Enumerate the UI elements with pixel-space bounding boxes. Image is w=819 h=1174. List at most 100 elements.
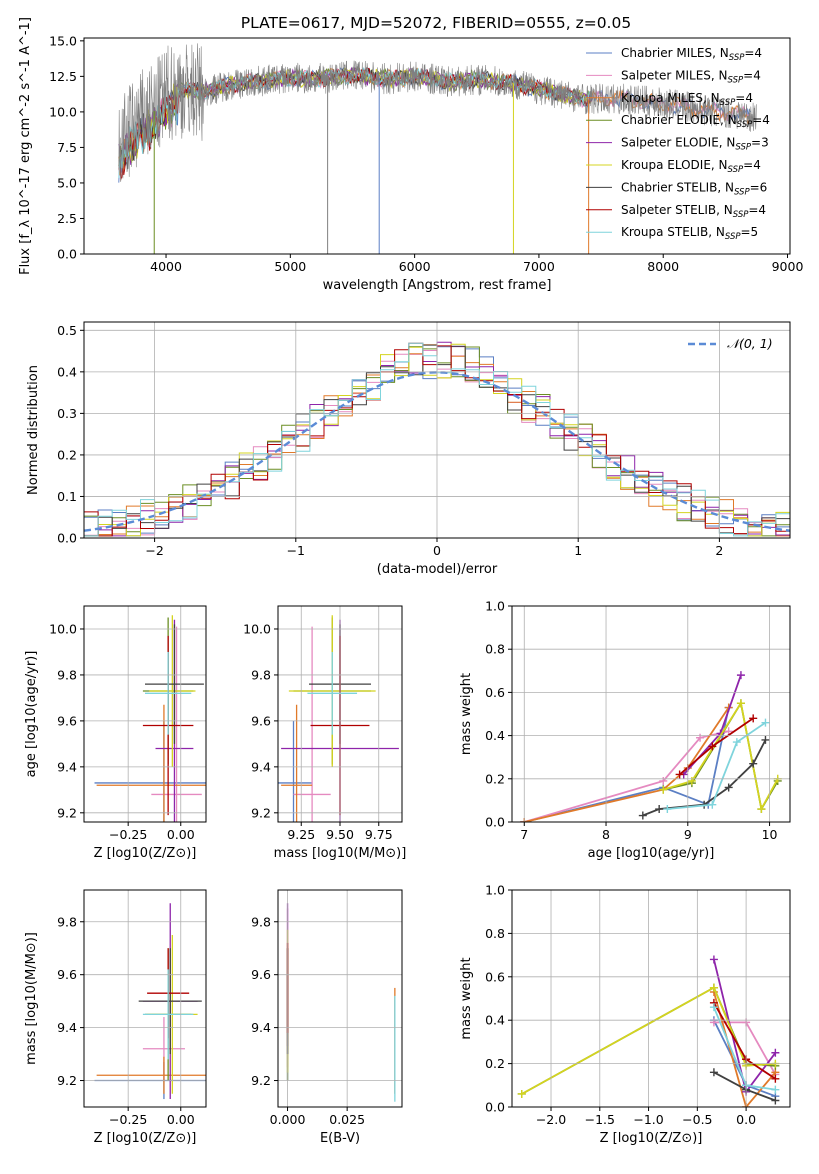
x-tick-label: −1 bbox=[287, 543, 305, 558]
observed-spectrum-line bbox=[118, 43, 757, 182]
data-point-marker bbox=[687, 776, 696, 785]
y-tick-label: 0.6 bbox=[485, 969, 505, 984]
y-tick-label: 0.4 bbox=[485, 728, 505, 743]
y-tick-label: 9.6 bbox=[251, 967, 271, 982]
axes-frame bbox=[83, 37, 791, 255]
data-point-marker bbox=[749, 759, 758, 768]
data-point-marker bbox=[659, 776, 668, 785]
data-point-marker bbox=[771, 1085, 780, 1094]
x-tick-label: 9.75 bbox=[365, 827, 393, 842]
legend-label: Chabrier STELIB, NSSP=6 bbox=[621, 180, 767, 197]
data-point-marker bbox=[736, 699, 745, 708]
mass-weight-line bbox=[713, 991, 777, 1107]
x-axis-label: Z [log10(Z/Z⊙)] bbox=[600, 1131, 703, 1146]
x-tick-label: 5000 bbox=[274, 259, 306, 274]
y-tick-label: 0.8 bbox=[485, 926, 505, 941]
x-tick-label: −0.25 bbox=[109, 827, 147, 842]
x-tick-label: 9 bbox=[684, 827, 692, 842]
y-tick-label: 10.0 bbox=[49, 621, 77, 636]
y-tick-label: 9.2 bbox=[251, 805, 271, 820]
data-point-marker bbox=[517, 1089, 526, 1098]
data-point-marker bbox=[761, 735, 770, 744]
y-tick-label: 10.0 bbox=[243, 621, 271, 636]
x-tick-label: 0.00 bbox=[167, 1112, 195, 1127]
x-tick-label: 8 bbox=[602, 827, 610, 842]
mass-weight-line bbox=[521, 986, 776, 1095]
y-tick-label: 9.8 bbox=[57, 667, 77, 682]
x-tick-label: 1 bbox=[574, 543, 582, 558]
panel-mass-vs-z: −0.25 0.00 9.2 9.4 9.6 9.8 Z [log10(Z/Z⊙)] mass… bbox=[24, 889, 207, 1146]
y-axis-label: mass weight bbox=[459, 957, 474, 1039]
x-tick-label: 0.0 bbox=[736, 1112, 756, 1127]
x-tick-label: −2.0 bbox=[536, 1112, 566, 1127]
x-tick-label: 9.25 bbox=[287, 827, 315, 842]
data-point-marker bbox=[771, 1048, 780, 1057]
y-tick-label: 5.0 bbox=[57, 175, 77, 190]
y-tick-label: 15.0 bbox=[49, 33, 77, 48]
y-tick-label: 0.6 bbox=[485, 685, 505, 700]
x-axis-label: E(B-V) bbox=[320, 1131, 360, 1146]
y-tick-label: 9.8 bbox=[57, 914, 77, 929]
legend: Chabrier MILES, NSSP=4 Salpeter MILES, NS… bbox=[586, 46, 770, 242]
y-tick-label: 0.1 bbox=[57, 489, 77, 504]
plot-area bbox=[278, 615, 399, 822]
y-tick-label: 10.0 bbox=[49, 104, 77, 119]
grid-lines bbox=[278, 890, 402, 1107]
panel-age-vs-mass: 9.25 9.50 9.75 9.2 9.4 9.6 9.8 10.0 mass [log10(… bbox=[243, 605, 406, 861]
panel-mass-weight-vs-z: −2.0 −1.5 −1.0 −0.5 0.0 0.0 0.2 0.4 0.6 0.8 1.0 Z [… bbox=[459, 883, 791, 1146]
legend-label: Kroupa STELIB, NSSP=5 bbox=[621, 225, 758, 242]
x-axis-label: Z [log10(Z/Z⊙)] bbox=[94, 1131, 197, 1146]
axes-frame bbox=[277, 889, 403, 1108]
y-tick-label: 0.0 bbox=[485, 815, 505, 830]
y-axis-label: Normed distribution bbox=[26, 365, 41, 495]
data-point-marker bbox=[771, 1096, 780, 1105]
y-tick-label: 9.8 bbox=[251, 914, 271, 929]
grid-lines bbox=[278, 606, 402, 822]
panel-mass-vs-ebv: 0.000 0.025 9.2 9.4 9.6 9.8 E(B-V) bbox=[251, 889, 403, 1146]
plot-panels: 4000 5000 6000 7000 8000 90000.02.55.07.510.0… bbox=[18, 17, 803, 1146]
y-tick-label: 0.3 bbox=[57, 406, 77, 421]
plot-area bbox=[94, 903, 206, 1100]
data-point-marker bbox=[724, 727, 733, 736]
data-point-marker bbox=[749, 714, 758, 723]
panel-mass-weight-vs-age: 7 8 9 10 0.0 0.2 0.4 0.6 0.8 1.0 age [log10(age/yr… bbox=[459, 599, 791, 861]
grid-lines bbox=[84, 890, 206, 1107]
y-tick-label: 0.2 bbox=[485, 771, 505, 786]
y-tick-label: 1.0 bbox=[485, 883, 505, 898]
x-axis-label: age [log10(age/yr)] bbox=[588, 846, 715, 861]
x-tick-label: 6000 bbox=[399, 259, 431, 274]
x-tick-label: −1.5 bbox=[585, 1112, 615, 1127]
data-point-marker bbox=[709, 1018, 718, 1027]
plot-area bbox=[520, 671, 782, 822]
axes-frame bbox=[511, 889, 791, 1108]
mass-weight-line bbox=[683, 674, 742, 776]
mass-weight-line bbox=[524, 730, 729, 822]
y-tick-label: 9.2 bbox=[57, 1073, 77, 1088]
y-tick-label: 2.5 bbox=[57, 211, 77, 226]
x-tick-label: 0.000 bbox=[270, 1112, 306, 1127]
grid-lines bbox=[84, 606, 206, 822]
y-tick-label: 0.0 bbox=[485, 1100, 505, 1115]
y-tick-label: 0.8 bbox=[485, 642, 505, 657]
plot-area bbox=[286, 903, 396, 1102]
x-tick-label: 0 bbox=[433, 543, 441, 558]
data-point-marker bbox=[663, 805, 672, 814]
y-tick-label: 0.4 bbox=[57, 364, 77, 379]
axes-frame bbox=[277, 605, 403, 823]
y-axis-label: mass weight bbox=[459, 673, 474, 755]
y-tick-label: 0.2 bbox=[485, 1056, 505, 1071]
y-tick-label: 9.8 bbox=[251, 667, 271, 682]
x-tick-label: 9000 bbox=[772, 259, 804, 274]
legend-label: Chabrier MILES, NSSP=4 bbox=[621, 46, 762, 63]
x-axis-label: wavelength [Angstrom, rest frame] bbox=[323, 278, 552, 293]
legend-label: Salpeter STELIB, NSSP=4 bbox=[621, 203, 766, 220]
legend-label: Salpeter ELODIE, NSSP=3 bbox=[621, 136, 769, 153]
y-axis-label: Flux [f_λ 10^-17 erg cm^-2 s^-1 A^-1] bbox=[18, 17, 33, 275]
y-tick-label: 9.2 bbox=[251, 1073, 271, 1088]
y-tick-label: 0.0 bbox=[57, 531, 77, 546]
axes-frame bbox=[83, 321, 791, 539]
legend-label: Chabrier ELODIE, NSSP=4 bbox=[621, 113, 770, 130]
y-tick-label: 0.5 bbox=[57, 323, 77, 338]
data-point-marker bbox=[757, 805, 766, 814]
x-tick-label: −0.25 bbox=[109, 1112, 147, 1127]
